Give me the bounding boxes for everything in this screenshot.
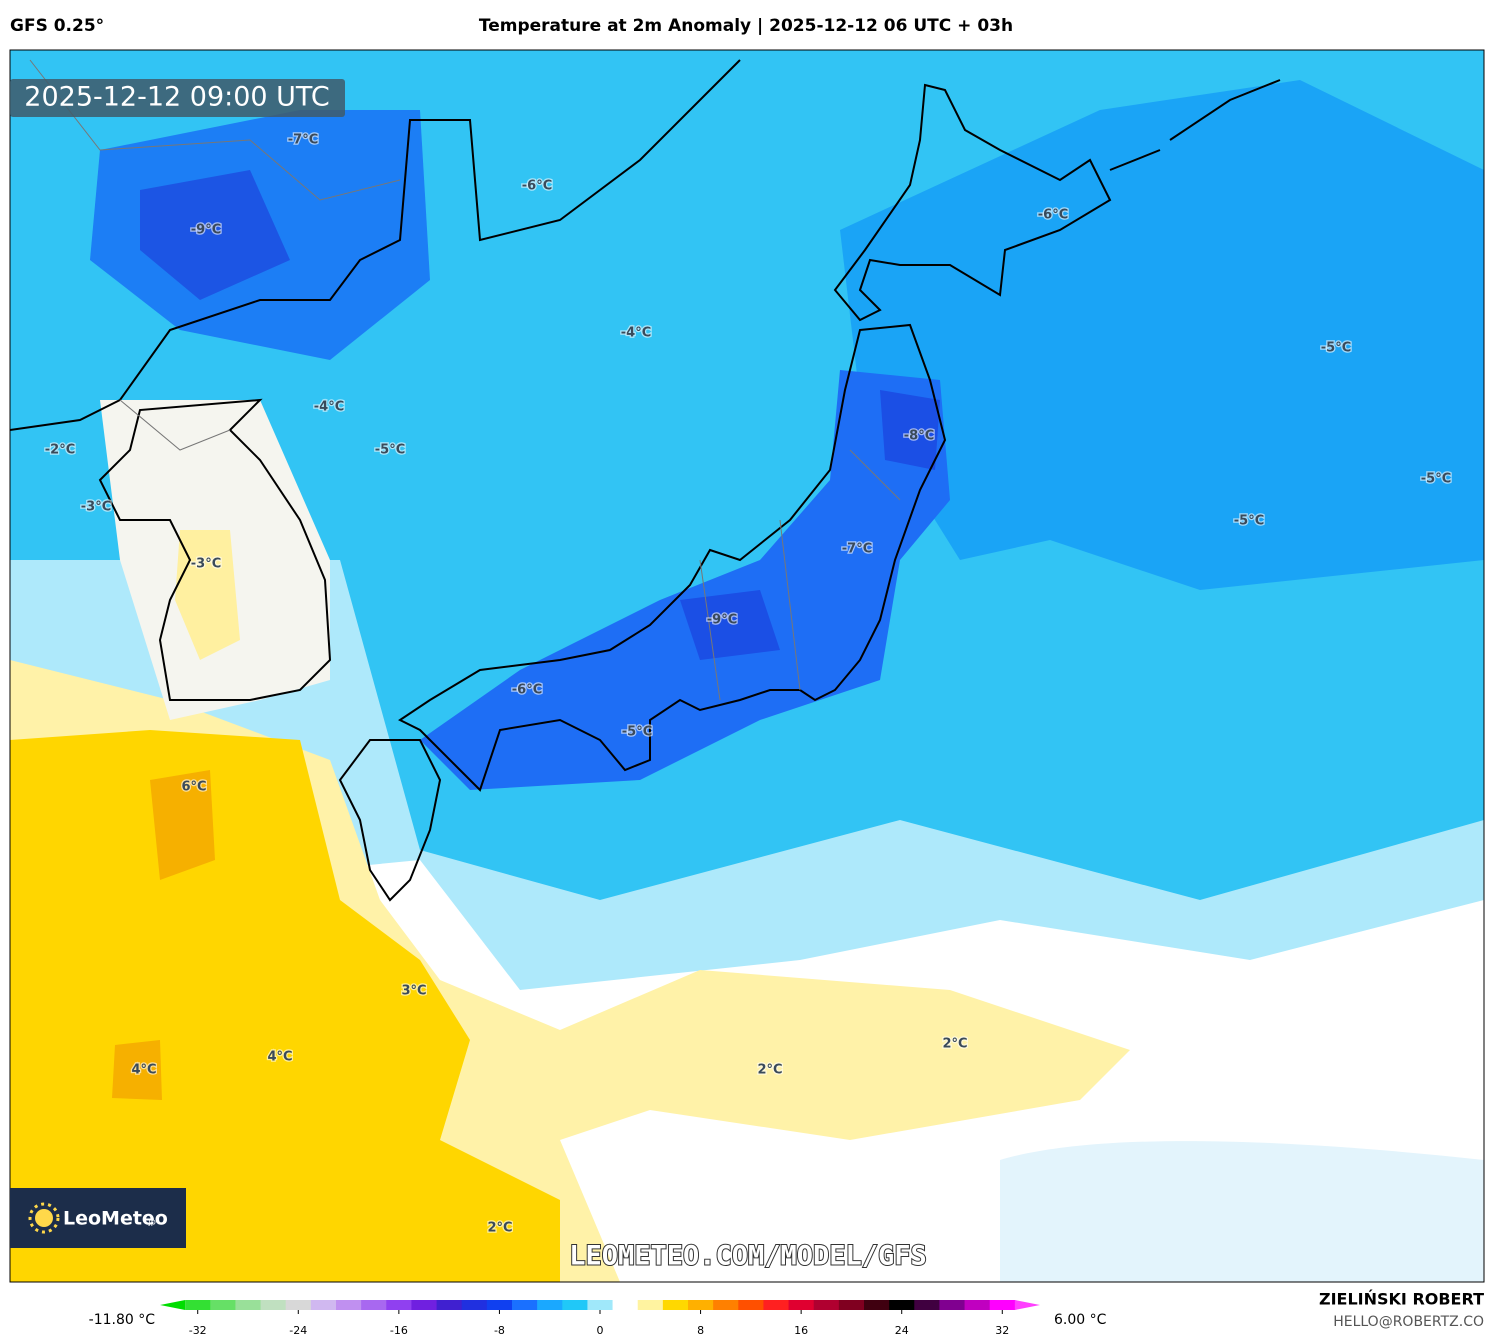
temperature-label: -5°C [375,443,405,458]
colorbar-tick-label: 24 [895,1324,909,1337]
logo-suffix: .jp [146,1218,156,1227]
colorbar-tick-label: 32 [995,1324,1009,1337]
colorbar-segment [486,1300,513,1310]
temperature-label: -3°C [191,557,221,572]
temperature-label: -5°C [622,725,652,740]
colorbar-segment [336,1300,362,1310]
colorbar-segment [1014,1300,1040,1310]
timestamp: 2025-12-12 09:00 UTC [24,82,329,113]
colorbar-min: -11.80 °C [89,1312,156,1328]
colorbar-segment [185,1300,211,1310]
temperature-label: -6°C [522,179,552,194]
map-title: Temperature at 2m Anomaly | 2025-12-12 0… [479,16,1013,36]
colorbar-segment [210,1300,236,1310]
colorbar-segment [864,1300,890,1310]
temperature-label: -5°C [1421,472,1451,487]
colorbar-tick-label: 0 [597,1324,604,1337]
colorbar-segment [235,1300,262,1310]
colorbar-segment [838,1300,865,1310]
temperature-label: 2°C [487,1221,512,1236]
colorbar: -32 -24 -16 -8 0 8 16 24 32 [160,1300,1040,1337]
colorbar-tick-label: 8 [697,1324,704,1337]
colorbar-segment [461,1300,488,1310]
temperature-label: -8°C [904,429,934,444]
temperature-label: -3°C [81,500,111,515]
colorbar-max: 6.00 °C [1054,1312,1107,1328]
email: HELLO@ROBERTZ.CO [1333,1314,1484,1330]
temperature-label: -6°C [1038,208,1068,223]
colorbar-segment [989,1300,1016,1310]
colorbar-segment [587,1300,614,1310]
temperature-label: -4°C [621,326,651,341]
temperature-label: 3°C [401,984,426,999]
temperature-label: -7°C [288,133,318,148]
colorbar-segment [160,1300,186,1310]
temperature-label: -9°C [191,223,221,238]
colorbar-tick-label: -8 [494,1324,505,1337]
logo-sun [35,1209,53,1227]
colorbar-segment [738,1300,764,1310]
logo-name: LeoMeteo [63,1208,168,1230]
colorbar-segment [562,1300,588,1310]
colorbar-segment [612,1300,639,1310]
colorbar-segment [889,1300,915,1310]
colorbar-segment [662,1300,689,1310]
temperature-label: -4°C [314,400,344,415]
colorbar-segment [813,1300,840,1310]
model-name: GFS 0.25° [10,16,104,36]
temperature-label: 2°C [942,1037,967,1052]
colorbar-segment [939,1300,966,1310]
temperature-label: -9°C [707,613,737,628]
temperature-label: 6°C [181,780,206,795]
map-labels: -7°C -6°C -9°C -6°C -4°C -5°C -4°C -8°C -2°C -5°C… [44,131,1453,1237]
temperature-label: -6°C [512,683,542,698]
colorbar-segment [688,1300,714,1310]
colorbar-tick-label: -16 [390,1324,408,1337]
colorbar-tick-label: -32 [189,1324,207,1337]
colorbar-segment [411,1300,438,1310]
logo-rays [28,1202,60,1234]
colorbar-segment [713,1300,739,1310]
colorbar-segment [637,1300,664,1310]
temperature-label: -7°C [842,542,872,557]
temperature-label: -2°C [45,443,75,458]
colorbar-segment [260,1300,287,1310]
watermark: LEOMETEO.COM/MODEL/GFS [569,1241,927,1272]
temperature-label: 2°C [757,1063,782,1078]
temperature-label: -5°C [1321,341,1351,356]
colorbar-segment [512,1300,538,1310]
colorbar-segment [361,1300,387,1310]
colorbar-segment [537,1300,563,1310]
colorbar-segment [763,1300,790,1310]
author: ZIELIŃSKI ROBERT [1319,1290,1484,1309]
temperature-label: 4°C [131,1063,156,1078]
colorbar-segment [285,1300,312,1310]
map-field [10,50,1484,1282]
colorbar-segment [914,1300,940,1310]
colorbar-segment [386,1300,412,1310]
temperature-label: -5°C [1234,514,1264,529]
map-frame [9,49,1485,1283]
colorbar-segment [964,1300,991,1310]
timestamp-box [10,79,345,117]
colorbar-tick-label: 16 [794,1324,808,1337]
colorbar-tick-label: -24 [289,1324,307,1337]
colorbar-segment [310,1300,337,1310]
colorbar-segment [436,1300,463,1310]
temperature-label: 4°C [267,1050,292,1065]
colorbar-segment [788,1300,815,1310]
